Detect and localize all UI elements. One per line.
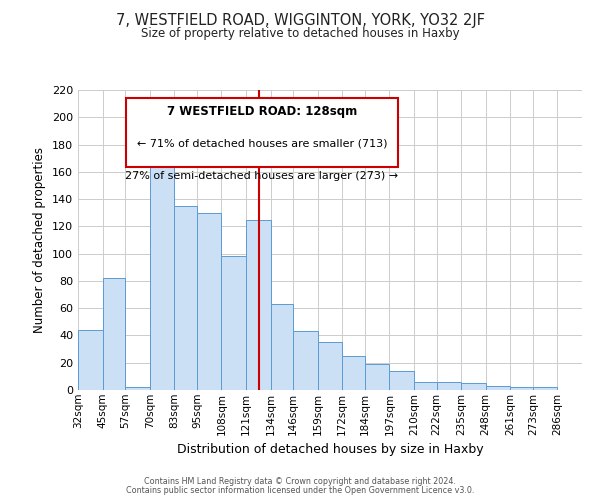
Bar [486, 386, 510, 390]
Bar [125, 388, 150, 390]
Text: 7, WESTFIELD ROAD, WIGGINTON, YORK, YO32 2JF: 7, WESTFIELD ROAD, WIGGINTON, YORK, YO32… [115, 12, 485, 28]
Text: 27% of semi-detached houses are larger (273) →: 27% of semi-detached houses are larger (… [125, 171, 398, 181]
Bar [197, 212, 221, 390]
Text: Contains public sector information licensed under the Open Government Licence v3: Contains public sector information licen… [126, 486, 474, 495]
Bar [461, 383, 486, 390]
Text: ← 71% of detached houses are smaller (713): ← 71% of detached houses are smaller (71… [137, 138, 387, 148]
Text: Size of property relative to detached houses in Haxby: Size of property relative to detached ho… [140, 28, 460, 40]
Text: 7 WESTFIELD ROAD: 128sqm: 7 WESTFIELD ROAD: 128sqm [167, 105, 357, 118]
Bar [365, 364, 389, 390]
Bar [533, 388, 557, 390]
Bar [78, 330, 103, 390]
Bar [414, 382, 437, 390]
Bar [318, 342, 342, 390]
Bar [150, 157, 174, 390]
Y-axis label: Number of detached properties: Number of detached properties [34, 147, 46, 333]
Bar [293, 332, 318, 390]
Bar [437, 382, 461, 390]
Bar [174, 206, 197, 390]
Bar [221, 256, 246, 390]
Bar [246, 220, 271, 390]
Bar [271, 304, 293, 390]
Text: Contains HM Land Registry data © Crown copyright and database right 2024.: Contains HM Land Registry data © Crown c… [144, 477, 456, 486]
Bar [389, 371, 414, 390]
Bar [103, 278, 125, 390]
Bar [342, 356, 365, 390]
X-axis label: Distribution of detached houses by size in Haxby: Distribution of detached houses by size … [176, 443, 484, 456]
Bar [510, 388, 533, 390]
FancyBboxPatch shape [126, 98, 398, 166]
